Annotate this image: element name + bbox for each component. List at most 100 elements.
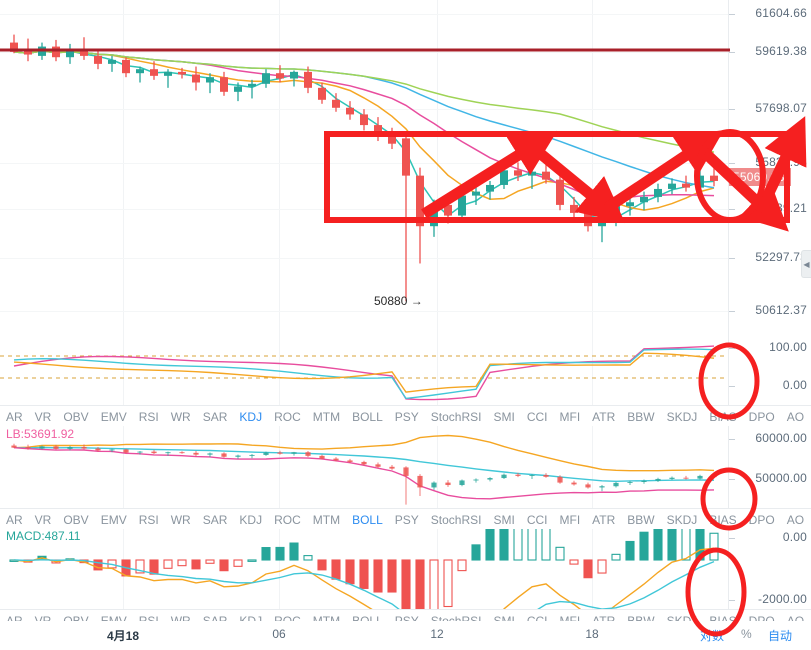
indicator-tab-atr[interactable]: ATR — [592, 512, 616, 527]
indicator-tab-rsi[interactable]: RSI — [138, 512, 159, 527]
price-chart-panel[interactable]: 61604.66 59619.38 57698.07 55835.98 54039.21… — [0, 0, 811, 330]
indicator-tab-bias[interactable]: BIAS — [709, 409, 737, 424]
vertical-gridline — [279, 529, 280, 609]
indicator-tab-skdj[interactable]: SKDJ — [666, 512, 698, 527]
indicator-tab-stochrsi[interactable]: StochRSI — [430, 512, 482, 527]
boll-plot-area[interactable] — [0, 426, 729, 508]
indicator-tab-psy[interactable]: PSY — [394, 409, 419, 424]
indicator-tab-dpo[interactable]: DPO — [748, 512, 775, 527]
axis-tickmark — [729, 348, 735, 349]
indicator-tab-cci[interactable]: CCI — [526, 512, 548, 527]
axis-tick-label: 50000.00 — [755, 471, 807, 485]
axis-tick-label: 0.00 — [782, 378, 807, 392]
indicator-tab-obv[interactable]: OBV — [63, 512, 89, 527]
macd-plot-area[interactable] — [0, 529, 729, 609]
axis-tickmark — [729, 311, 735, 312]
kdj-y-axis[interactable]: 100.00 0.00 — [728, 330, 811, 405]
vertical-gridline — [123, 330, 124, 405]
indicator-tabstrip-boll[interactable]: AR VR OBV EMV RSI WR SAR KDJ ROC MTM BOLL PSY StochR… — [0, 508, 811, 531]
indicator-tab-emv[interactable]: EMV — [100, 512, 127, 527]
boll-panel[interactable]: 60000.00 50000.00 LB:53691.92 — [0, 426, 811, 508]
indicator-tab-rsi[interactable]: RSI — [138, 409, 159, 424]
axis-tickmark — [729, 258, 735, 259]
vertical-gridline — [123, 0, 124, 330]
boll-y-axis[interactable]: 60000.00 50000.00 — [728, 426, 811, 508]
price-y-axis[interactable]: 61604.66 59619.38 57698.07 55835.98 54039.21… — [728, 0, 811, 330]
percent-scale-toggle[interactable]: % — [741, 627, 752, 641]
indicator-tab-ar[interactable]: AR — [6, 512, 23, 527]
kdj-panel[interactable]: 100.00 0.00 — [0, 330, 811, 405]
boll-lb-readout: LB:53691.92 — [6, 427, 75, 441]
vertical-gridline — [279, 426, 280, 508]
axis-tick-label: 60000.00 — [755, 431, 807, 445]
indicator-tab-vr[interactable]: VR — [34, 512, 52, 527]
indicator-tab-skdj[interactable]: SKDJ — [666, 409, 698, 424]
horizontal-gridline — [0, 258, 729, 259]
indicator-tab-kdj[interactable]: KDJ — [239, 409, 263, 424]
indicator-tab-atr[interactable]: ATR — [592, 409, 616, 424]
indicator-tab-ao[interactable]: AO — [786, 409, 805, 424]
low-price-annotation: 50880 → — [374, 294, 423, 308]
axis-tick-label: 52297.73 — [755, 250, 807, 264]
macd-series — [9, 529, 719, 609]
axis-tickmark — [729, 109, 735, 110]
indicator-tab-stochrsi[interactable]: StochRSI — [430, 409, 482, 424]
indicator-tab-sar[interactable]: SAR — [202, 512, 228, 527]
vertical-gridline — [592, 330, 593, 405]
vertical-gridline — [437, 330, 438, 405]
indicator-tab-cci[interactable]: CCI — [526, 409, 548, 424]
indicator-tab-kdj[interactable]: KDJ — [239, 512, 263, 527]
axis-tick-label: 59619.38 — [755, 44, 807, 58]
indicator-tab-emv[interactable]: EMV — [100, 409, 127, 424]
time-axis-label: 18 — [585, 627, 599, 641]
time-axis[interactable]: 4月18 06 12 18 对数% 自动 — [0, 621, 811, 650]
time-axis-label: 4月18 — [106, 629, 140, 643]
axis-tick-label: -2000.00 — [758, 592, 807, 606]
vertical-gridline — [437, 426, 438, 508]
log-scale-toggle[interactable]: 对数 — [700, 629, 725, 643]
macd-panel[interactable]: 0.00 -2000.00 MACD:487.11 — [0, 529, 811, 609]
macd-readout: MACD:487.11 — [6, 529, 81, 543]
axis-tick-label: 57698.07 — [755, 101, 807, 115]
indicator-tab-sar[interactable]: SAR — [202, 409, 228, 424]
indicator-tab-bbw[interactable]: BBW — [627, 409, 655, 424]
indicator-tab-boll[interactable]: BOLL — [352, 409, 383, 424]
indicator-tab-roc[interactable]: ROC — [274, 409, 301, 424]
indicator-tab-mfi[interactable]: MFI — [559, 409, 581, 424]
indicator-tab-psy[interactable]: PSY — [394, 512, 419, 527]
vertical-gridline — [279, 330, 280, 405]
indicator-tab-ar[interactable]: AR — [6, 409, 23, 424]
axis-tick-label: 50612.37 — [755, 303, 807, 317]
indicator-tabstrip-kdj[interactable]: AR VR OBV EMV RSI WR SAR KDJ ROC MTM BOLL PSY StochR… — [0, 405, 811, 428]
indicator-tab-vr[interactable]: VR — [34, 409, 52, 424]
indicator-tab-smi[interactable]: SMI — [493, 409, 515, 424]
indicator-tab-roc[interactable]: ROC — [274, 512, 301, 527]
indicator-tab-smi[interactable]: SMI — [493, 512, 515, 527]
indicator-tab-wr[interactable]: WR — [170, 512, 191, 527]
kdj-series — [0, 345, 729, 401]
indicator-tab-boll[interactable]: BOLL — [352, 512, 383, 527]
axis-tick-label: 61604.66 — [755, 6, 807, 20]
horizontal-gridline — [0, 52, 729, 53]
indicator-tab-obv[interactable]: OBV — [63, 409, 89, 424]
auto-scale-toggle[interactable]: 自动 — [768, 629, 793, 643]
time-axis-label: 12 — [430, 627, 444, 641]
axis-tick-label: 54039.21 — [755, 201, 807, 215]
indicator-tab-mfi[interactable]: MFI — [559, 512, 581, 527]
indicator-tab-mtm[interactable]: MTM — [312, 512, 341, 527]
panel-collapse-handle[interactable]: ◀ — [801, 250, 811, 278]
macd-y-axis[interactable]: 0.00 -2000.00 — [728, 529, 811, 609]
axis-tick-label: 100.00 — [769, 340, 807, 354]
indicator-tab-wr[interactable]: WR — [170, 409, 191, 424]
indicator-tab-mtm[interactable]: MTM — [312, 409, 341, 424]
price-plot-area[interactable] — [0, 0, 729, 330]
kdj-plot-area[interactable] — [0, 330, 729, 405]
axis-tickmark — [729, 52, 735, 53]
axis-tickmark — [729, 14, 735, 15]
indicator-tab-ao[interactable]: AO — [786, 512, 805, 527]
indicator-tab-dpo[interactable]: DPO — [748, 409, 775, 424]
indicator-tab-bbw[interactable]: BBW — [627, 512, 655, 527]
axis-tickmark — [729, 538, 735, 539]
boll-series — [11, 434, 717, 505]
indicator-tab-bias[interactable]: BIAS — [709, 512, 737, 527]
